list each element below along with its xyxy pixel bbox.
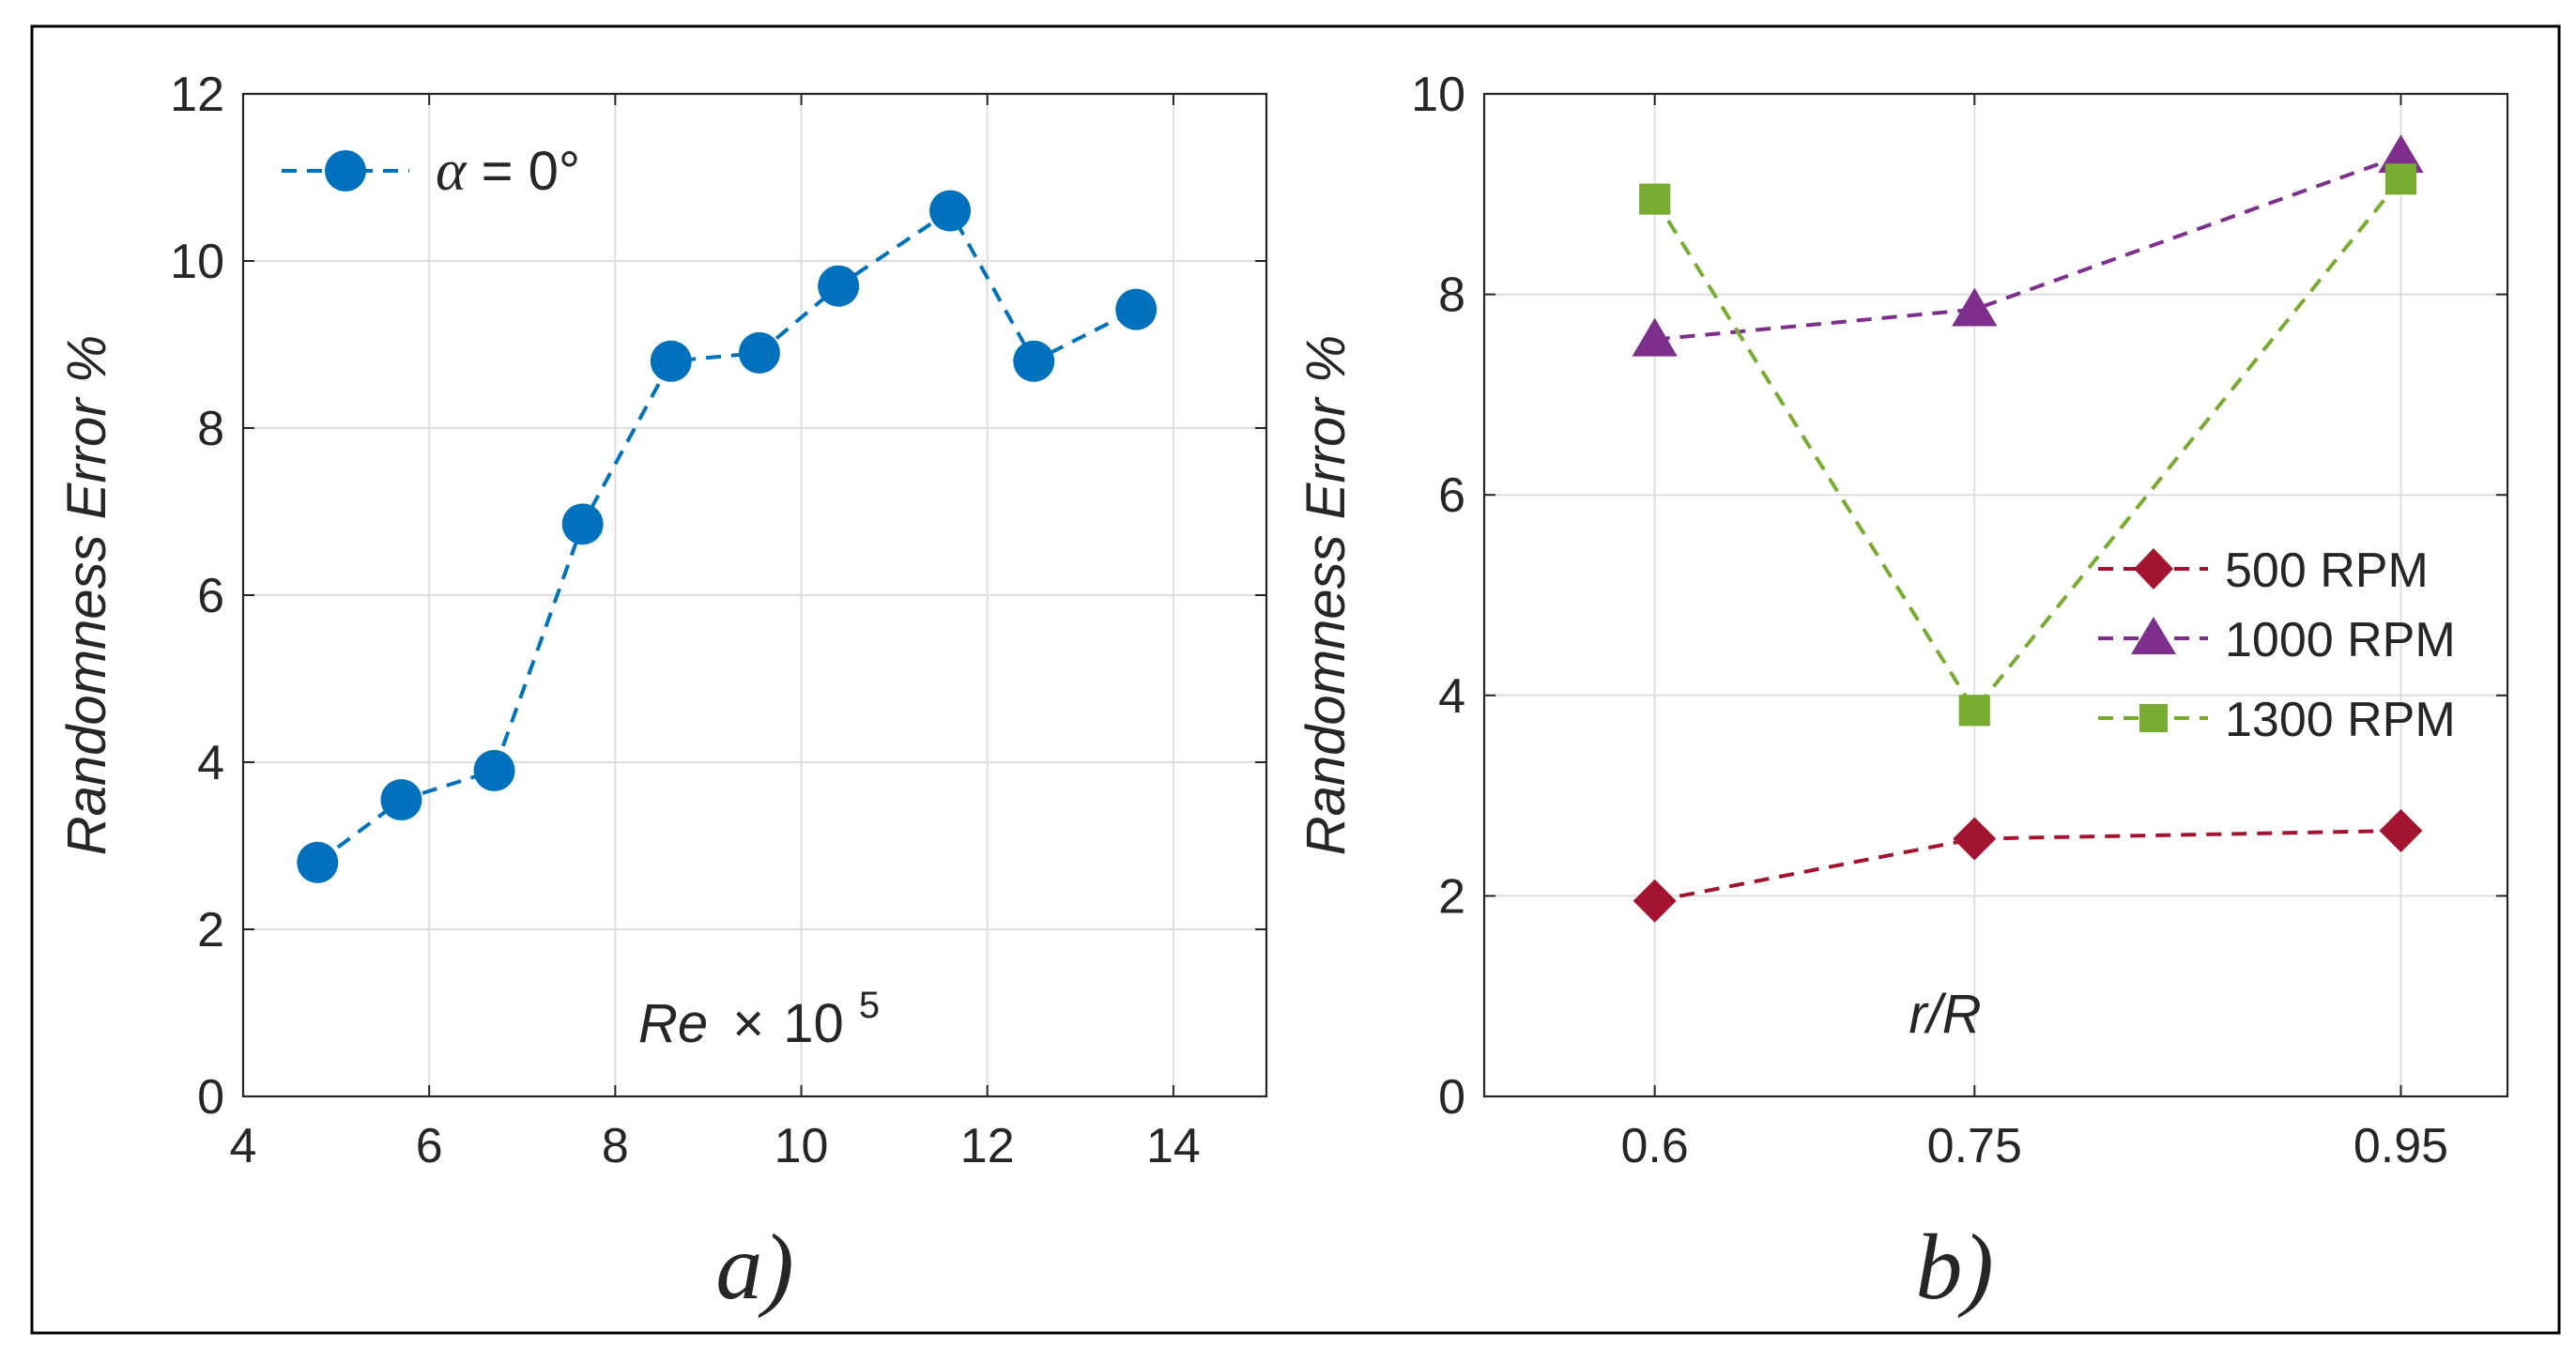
panel-b-tick-labels: 0.6 0.75 0.95 0 2 4 6 8 10	[1411, 68, 2448, 1173]
data-point-diamond	[1953, 817, 1997, 861]
panel-a-label: a)	[715, 1215, 793, 1319]
data-point-diamond	[1633, 879, 1677, 923]
y-tick-label: 4	[197, 736, 224, 790]
data-point-circle	[929, 190, 972, 232]
panel-a-xlabel-base: 10	[783, 993, 844, 1054]
data-point-triangle	[1632, 317, 1678, 357]
legend-1300rpm-label: 1300 RPM	[2225, 693, 2456, 747]
legend-1300rpm-marker	[2139, 704, 2168, 732]
data-point-circle	[738, 331, 780, 374]
legend-alpha0-marker	[325, 150, 366, 191]
data-point-square	[1639, 183, 1671, 215]
y-tick-label: 2	[1438, 869, 1465, 924]
y-tick-label: 10	[170, 235, 224, 289]
legend-500rpm-label: 500 RPM	[2225, 544, 2429, 598]
data-point-circle	[818, 265, 860, 307]
x-tick-label: 0.6	[1621, 1119, 1689, 1173]
series-line-0	[316, 207, 1138, 865]
x-tick-label: 10	[774, 1119, 829, 1173]
series-line-0	[1654, 828, 2401, 903]
panel-a-series	[297, 190, 1158, 883]
legend-500rpm-marker	[2134, 548, 2173, 590]
panel-b-ylabel: Randomness Error %	[1296, 335, 1357, 855]
y-tick-label: 2	[197, 903, 224, 957]
panel-b-label: b)	[1915, 1215, 1993, 1319]
legend-alpha0-symbol: α	[436, 139, 468, 203]
data-point-square	[1958, 695, 1990, 727]
panel-b-legend: 500 RPM 1000 RPM 1300 RPM	[2098, 544, 2456, 747]
y-tick-label: 12	[170, 68, 224, 122]
x-tick-label: 0.95	[2354, 1119, 2448, 1173]
data-point-triangle	[2378, 134, 2424, 174]
panel-a-xlabel-exp: 5	[859, 985, 880, 1026]
panel-a-xlabel-re: Re	[638, 993, 708, 1054]
panel-b-axes-box	[1482, 92, 2509, 1098]
data-point-circle	[561, 503, 604, 545]
y-tick-label: 0	[1438, 1070, 1465, 1125]
x-tick-label: 0.75	[1927, 1119, 2022, 1173]
panel-b: 0.6 0.75 0.95 0 2 4 6 8 10 Randomness Error % r/…	[1296, 68, 2509, 1319]
data-point-circle	[1115, 288, 1158, 330]
data-point-circle	[650, 340, 692, 382]
y-tick-label: 8	[197, 402, 224, 456]
x-tick-label: 12	[960, 1119, 1015, 1173]
panel-a-xlabel-times: ×	[732, 993, 764, 1054]
legend-1000rpm-label: 1000 RPM	[2225, 613, 2456, 667]
y-tick-label: 6	[197, 569, 224, 623]
y-tick-label: 8	[1438, 268, 1465, 323]
panel-a-tick-labels: 4 6 8 10 12 14 0 2 4 6 8 10 12	[170, 68, 1201, 1173]
panel-a-ylabel: Randomness Error %	[56, 335, 117, 855]
y-tick-label: 10	[1411, 68, 1465, 122]
data-point-square	[2384, 163, 2417, 195]
panel-a-xlabel: Re × 10 5	[638, 985, 880, 1054]
x-tick-label: 14	[1146, 1119, 1201, 1173]
x-tick-label: 8	[602, 1119, 629, 1173]
x-tick-label: 4	[230, 1119, 257, 1173]
data-point-triangle	[1952, 287, 1998, 327]
panel-a: 4 6 8 10 12 14 0 2 4 6 8 10 12 Randomness Error % Re…	[56, 68, 1268, 1319]
series-line-1	[1654, 154, 2402, 342]
panel-a-axes-box	[241, 92, 1268, 1098]
data-point-circle	[473, 749, 515, 791]
y-tick-label: 4	[1438, 669, 1465, 724]
y-tick-label: 0	[197, 1070, 224, 1125]
x-tick-label: 6	[416, 1119, 443, 1173]
data-point-diamond	[2379, 808, 2423, 852]
data-point-circle	[1013, 340, 1055, 382]
legend-1000rpm-marker	[2131, 617, 2176, 654]
panel-b-xlabel: r/R	[1909, 984, 1981, 1045]
data-point-circle	[297, 841, 339, 883]
legend-alpha0-label: α = 0°	[436, 139, 580, 203]
legend-alpha0-text: = 0°	[467, 141, 581, 202]
data-point-circle	[380, 779, 422, 821]
panel-a-legend: α = 0°	[282, 139, 580, 203]
y-tick-label: 6	[1438, 468, 1465, 523]
panel-b-series	[1632, 134, 2424, 923]
